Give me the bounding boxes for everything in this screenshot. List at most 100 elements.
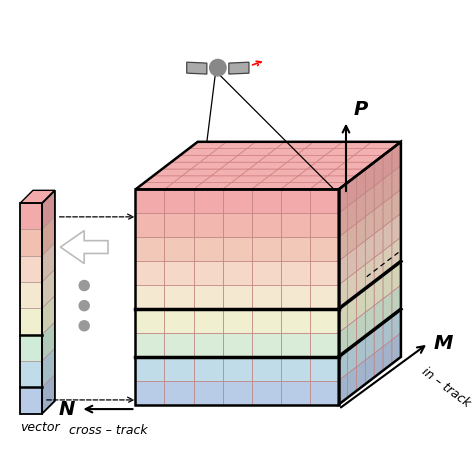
Polygon shape (338, 255, 347, 285)
Polygon shape (269, 169, 307, 176)
Polygon shape (42, 348, 55, 387)
Polygon shape (374, 346, 383, 377)
Polygon shape (153, 169, 191, 176)
Polygon shape (193, 182, 231, 190)
Polygon shape (252, 213, 281, 237)
Polygon shape (136, 182, 173, 190)
Polygon shape (20, 282, 42, 309)
Polygon shape (374, 275, 383, 306)
Polygon shape (347, 343, 356, 374)
Polygon shape (356, 360, 365, 391)
Polygon shape (20, 309, 42, 335)
Polygon shape (347, 295, 356, 326)
Polygon shape (258, 155, 296, 162)
Polygon shape (193, 357, 223, 381)
Polygon shape (287, 155, 325, 162)
Polygon shape (193, 190, 223, 213)
Polygon shape (338, 374, 347, 404)
Polygon shape (307, 162, 345, 169)
Polygon shape (42, 217, 55, 256)
Text: P: P (353, 100, 367, 119)
Polygon shape (249, 162, 287, 169)
Polygon shape (290, 176, 328, 182)
Polygon shape (347, 319, 356, 350)
Polygon shape (383, 340, 392, 371)
Polygon shape (202, 176, 240, 182)
Polygon shape (20, 203, 42, 229)
Polygon shape (310, 213, 338, 237)
Polygon shape (231, 176, 269, 182)
Polygon shape (310, 333, 338, 357)
Polygon shape (383, 268, 392, 299)
Polygon shape (347, 200, 356, 230)
Polygon shape (310, 237, 338, 261)
Polygon shape (383, 292, 392, 323)
Polygon shape (338, 302, 347, 333)
Polygon shape (310, 190, 338, 213)
Polygon shape (296, 149, 334, 155)
Polygon shape (374, 299, 383, 329)
Polygon shape (162, 162, 200, 169)
Polygon shape (365, 354, 374, 384)
Polygon shape (383, 220, 392, 251)
Polygon shape (223, 182, 261, 190)
Polygon shape (347, 224, 356, 255)
Polygon shape (220, 162, 258, 169)
Polygon shape (191, 162, 229, 169)
Polygon shape (42, 243, 55, 282)
Polygon shape (338, 278, 347, 309)
Polygon shape (223, 357, 252, 381)
Polygon shape (374, 179, 383, 210)
Polygon shape (171, 155, 209, 162)
Polygon shape (338, 350, 347, 381)
Polygon shape (252, 285, 281, 309)
Polygon shape (164, 190, 193, 213)
Polygon shape (316, 155, 354, 162)
Polygon shape (347, 176, 356, 207)
Polygon shape (193, 309, 223, 333)
Polygon shape (136, 213, 164, 237)
Polygon shape (252, 261, 281, 285)
Polygon shape (180, 149, 218, 155)
Polygon shape (211, 169, 249, 176)
Polygon shape (193, 261, 223, 285)
Polygon shape (252, 190, 281, 213)
Polygon shape (374, 251, 383, 282)
Polygon shape (356, 193, 365, 224)
Polygon shape (305, 142, 343, 149)
Polygon shape (193, 237, 223, 261)
Polygon shape (223, 309, 252, 333)
Polygon shape (223, 237, 252, 261)
Text: vector: vector (20, 421, 60, 434)
Polygon shape (136, 357, 164, 381)
Polygon shape (281, 333, 310, 357)
Polygon shape (252, 381, 281, 404)
Polygon shape (223, 213, 252, 237)
Polygon shape (187, 62, 207, 74)
Polygon shape (164, 333, 193, 357)
Polygon shape (60, 230, 108, 264)
Polygon shape (193, 381, 223, 404)
Polygon shape (20, 361, 42, 387)
Polygon shape (218, 142, 256, 149)
Polygon shape (338, 207, 347, 237)
Polygon shape (252, 182, 290, 190)
Polygon shape (356, 337, 365, 367)
Polygon shape (365, 282, 374, 312)
Polygon shape (229, 155, 267, 162)
Polygon shape (136, 285, 164, 309)
Polygon shape (281, 381, 310, 404)
Polygon shape (365, 329, 374, 360)
Polygon shape (278, 162, 316, 169)
Circle shape (79, 281, 89, 291)
Polygon shape (240, 169, 278, 176)
Polygon shape (20, 256, 42, 282)
Polygon shape (164, 285, 193, 309)
Polygon shape (261, 176, 299, 182)
Polygon shape (223, 333, 252, 357)
Polygon shape (136, 381, 164, 404)
Polygon shape (252, 309, 281, 333)
Polygon shape (356, 289, 365, 319)
Polygon shape (136, 237, 164, 261)
Polygon shape (164, 237, 193, 261)
